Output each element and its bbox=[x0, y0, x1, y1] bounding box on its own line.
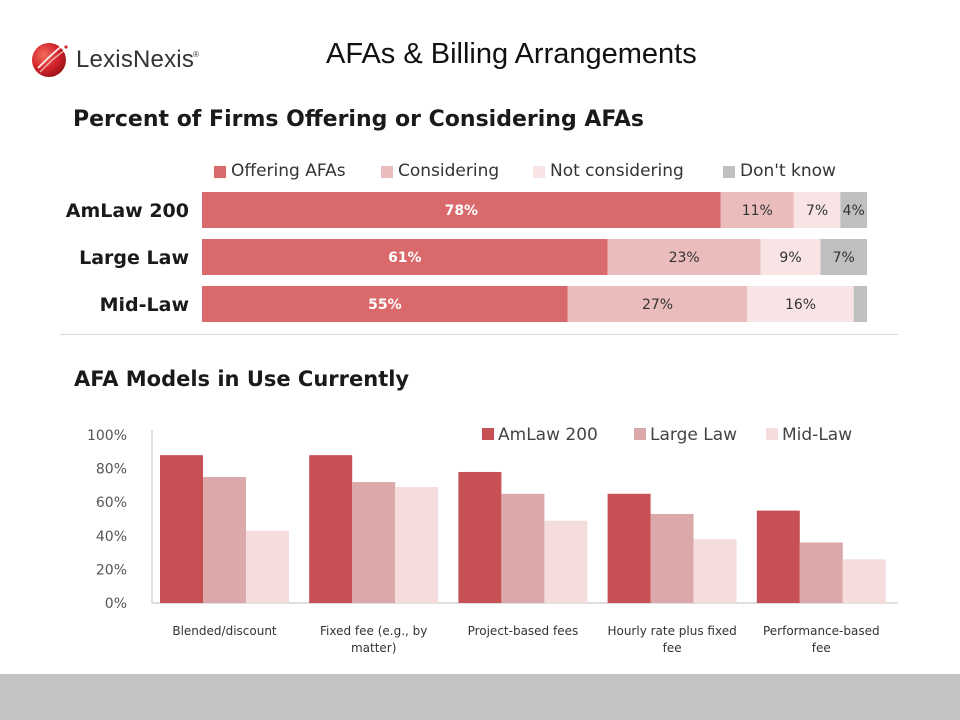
data-label: 78% bbox=[445, 203, 479, 219]
bar bbox=[650, 513, 694, 603]
y-tick-label: 40% bbox=[96, 529, 127, 545]
data-label: 55% bbox=[368, 297, 402, 313]
data-label: 7% bbox=[806, 203, 828, 219]
legend-label: Not considering bbox=[550, 161, 684, 181]
category-label: Blended/discount bbox=[172, 624, 277, 638]
data-label: 61% bbox=[388, 250, 422, 266]
legend-swatch bbox=[766, 428, 778, 440]
bar bbox=[309, 455, 353, 603]
bar bbox=[246, 530, 289, 603]
data-label: 9% bbox=[779, 250, 801, 266]
bar bbox=[160, 455, 203, 603]
legend-label: Considering bbox=[398, 161, 500, 181]
legend-swatch bbox=[381, 166, 393, 178]
category-label: AmLaw 200 bbox=[66, 200, 189, 222]
data-label: 4% bbox=[843, 203, 865, 219]
legend-label: Don't know bbox=[740, 161, 836, 181]
stacked-bar-chart: AmLaw 200 78% 11% 7% 4% Large Law 61% 23% 9% 7% Mi… bbox=[66, 192, 867, 322]
bar bbox=[501, 493, 545, 603]
grouped-bar-chart: 0% 20% 40% 60% 80% 100% AmLaw 200 Large Law Mid-… bbox=[87, 425, 898, 655]
bar bbox=[756, 510, 800, 603]
bar bbox=[395, 487, 439, 603]
y-tick-label: 60% bbox=[96, 495, 127, 511]
legend-swatch bbox=[723, 166, 735, 178]
category-label: Mid-Law bbox=[100, 294, 189, 316]
data-label: 23% bbox=[669, 250, 700, 266]
bar-segment bbox=[202, 192, 721, 228]
bar bbox=[693, 539, 737, 603]
bar-segment bbox=[820, 239, 867, 275]
slide-title: AFAs & Billing Arrangements bbox=[326, 38, 697, 70]
footer-band bbox=[0, 674, 960, 720]
category-label: Large Law bbox=[79, 247, 189, 269]
bar-segment bbox=[567, 286, 748, 322]
category-label: Hourly rate plus fixed bbox=[607, 624, 736, 638]
category-label: Fixed fee (e.g., by bbox=[320, 624, 427, 638]
category-label: fee bbox=[663, 641, 682, 655]
chart2-title: AFA Models in Use Currently bbox=[74, 367, 410, 391]
bar bbox=[607, 493, 651, 603]
bar-segment bbox=[853, 286, 867, 322]
bar bbox=[203, 477, 246, 603]
bar bbox=[842, 559, 886, 603]
lexisnexis-logo bbox=[32, 43, 68, 77]
bar bbox=[352, 482, 396, 603]
bar bbox=[799, 542, 843, 603]
logo-wordmark: LexisNexis bbox=[76, 46, 195, 73]
data-label: 7% bbox=[833, 250, 855, 266]
legend-label: Offering AFAs bbox=[231, 161, 346, 181]
y-tick-label: 100% bbox=[87, 428, 127, 444]
bar-segment bbox=[793, 192, 841, 228]
bar-segment bbox=[840, 192, 867, 228]
chart1-title: Percent of Firms Offering or Considering… bbox=[73, 107, 645, 132]
category-label: Performance-based bbox=[763, 624, 880, 638]
legend-swatch bbox=[634, 428, 646, 440]
data-label: 27% bbox=[642, 297, 673, 313]
y-tick-label: 80% bbox=[96, 462, 127, 478]
bar-segment bbox=[202, 286, 568, 322]
bar-segment bbox=[720, 192, 794, 228]
bar-segment bbox=[760, 239, 821, 275]
logo-trademark: ® bbox=[193, 50, 199, 59]
legend-label: AmLaw 200 bbox=[498, 425, 598, 445]
legend-swatch bbox=[214, 166, 226, 178]
y-tick-label: 0% bbox=[105, 596, 127, 612]
y-tick-label: 20% bbox=[96, 562, 127, 578]
legend-swatch bbox=[533, 166, 545, 178]
legend-label: Mid-Law bbox=[782, 425, 852, 445]
data-label: 11% bbox=[742, 203, 773, 219]
bar bbox=[458, 471, 502, 603]
divider bbox=[60, 334, 898, 335]
category-label: fee bbox=[812, 641, 831, 655]
legend-label: Large Law bbox=[650, 425, 737, 445]
bar-segment bbox=[607, 239, 761, 275]
bar-segment bbox=[202, 239, 608, 275]
category-label: Project-based fees bbox=[468, 624, 579, 638]
bar bbox=[544, 520, 588, 603]
bar-segment bbox=[747, 286, 854, 322]
category-label: matter) bbox=[351, 641, 396, 655]
legend-swatch bbox=[482, 428, 494, 440]
data-label: 16% bbox=[785, 297, 816, 313]
